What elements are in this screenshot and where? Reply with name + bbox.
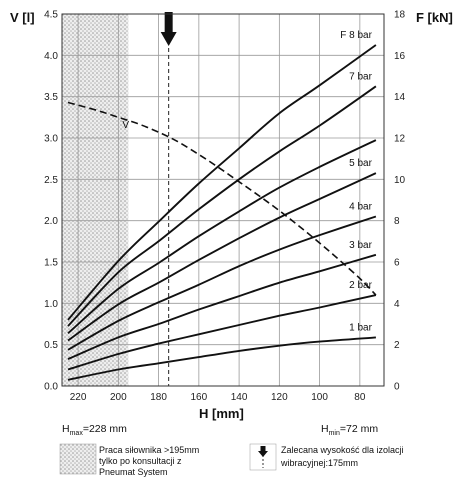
legend-hatched-swatch: [59, 443, 97, 475]
y-right-tick-label: 8: [394, 216, 400, 227]
legend-arrow: Zalecana wysokość dla izolacji wibracyjn…: [249, 443, 404, 471]
h-max-letter: H: [62, 423, 70, 435]
h-min-sub: min: [329, 430, 340, 437]
y-left-tick-label: 0.5: [44, 340, 58, 351]
axis-ticks: 220 200 180 160 140 120 100 800.00.51.01.52.02.…: [44, 10, 405, 404]
force-curve: [67, 253, 377, 360]
h-max-sub: max: [70, 430, 84, 437]
force-curve-label: 5 bar: [349, 158, 372, 169]
x-tick-label: 180: [150, 392, 167, 403]
force-curves: 1 bar 2 bar 3 bar 4 bar 5 bar 7 bar F 8 bar: [67, 30, 377, 381]
arrow-down-icon: [160, 12, 177, 46]
force-curve-label: F 8 bar: [340, 30, 372, 41]
force-curve-label: 2 bar: [349, 280, 372, 291]
force-curve-label: 3 bar: [349, 240, 372, 251]
h-min-letter: H: [321, 423, 329, 435]
volume-curve-group: V: [67, 101, 377, 296]
y-right-tick-label: 4: [394, 299, 400, 310]
y-left-tick-label: 3.5: [44, 92, 58, 103]
y-left-tick-label: 0.0: [44, 382, 58, 393]
y-left-tick-label: 1.0: [44, 299, 58, 310]
y-right-tick-label: 14: [394, 92, 406, 103]
y-left-tick-label: 2.5: [44, 175, 58, 186]
recommended-height-group: [160, 12, 177, 386]
h-max-value: =228 mm: [83, 423, 127, 435]
h-max-label: Hmax=228 mm: [62, 423, 127, 437]
plot-frame: [61, 13, 385, 387]
legend-hatched-line-3: Pneumat System: [99, 467, 168, 477]
force-curve: [67, 44, 377, 321]
force-curve-label: 4 bar: [349, 202, 372, 213]
x-tick-label: 200: [110, 392, 127, 403]
force-curve: [67, 215, 377, 351]
legend-hatched-line-1: Praca siłownika >195mm: [99, 445, 199, 455]
x-axis-title: H [mm]: [199, 406, 244, 421]
y-left-tick-label: 4.0: [44, 51, 58, 62]
legend-arrow-line-1: Zalecana wysokość dla izolacji: [281, 445, 404, 455]
volume-curve-label: V: [122, 120, 129, 131]
x-tick-label: 160: [191, 392, 208, 403]
y-right-tick-label: 12: [394, 134, 406, 145]
force-curve: [67, 336, 376, 381]
svg-text:Hmax=228 mm: Hmax=228 mm: [62, 423, 127, 437]
legend-hatched-line-2: tylko po konsultacji z: [99, 456, 182, 466]
x-tick-label: 100: [311, 392, 328, 403]
x-tick-label: 140: [231, 392, 248, 403]
hatched-region: [62, 14, 129, 386]
force-curve-label: 1 bar: [349, 322, 372, 333]
y-axis-right-title: F [kN]: [416, 10, 453, 25]
y-right-tick-label: 0: [394, 382, 400, 393]
y-right-tick-label: 10: [394, 175, 406, 186]
force-curve: [67, 172, 377, 342]
y-left-tick-label: 4.5: [44, 10, 58, 21]
y-left-tick-label: 3.0: [44, 134, 58, 145]
y-right-tick-label: 16: [394, 51, 406, 62]
y-right-tick-label: 6: [394, 258, 400, 269]
y-right-tick-label: 18: [394, 10, 406, 21]
x-tick-label: 220: [70, 392, 87, 403]
y-left-tick-label: 2.0: [44, 216, 58, 227]
x-tick-label: 80: [354, 392, 366, 403]
force-curve: [67, 294, 377, 371]
h-min-label: Hmin=72 mm: [321, 423, 378, 437]
force-curve: [67, 85, 377, 327]
svg-text:Hmin=72 mm: Hmin=72 mm: [321, 423, 378, 437]
arrow-down-icon: [258, 446, 268, 457]
y-left-tick-label: 1.5: [44, 258, 58, 269]
force-curve-label: 7 bar: [349, 71, 372, 82]
force-curve: [67, 139, 377, 335]
legend-arrow-line-2: wibracyjnej:175mm: [280, 458, 358, 468]
y-right-tick-label: 2: [394, 340, 400, 351]
legend-hatched: Praca siłownika >195mm tylko po konsulta…: [59, 443, 199, 477]
x-tick-label: 120: [271, 392, 288, 403]
y-axis-left-title: V [l]: [10, 10, 35, 25]
h-min-value: =72 mm: [340, 423, 378, 435]
volume-curve: [67, 101, 377, 296]
